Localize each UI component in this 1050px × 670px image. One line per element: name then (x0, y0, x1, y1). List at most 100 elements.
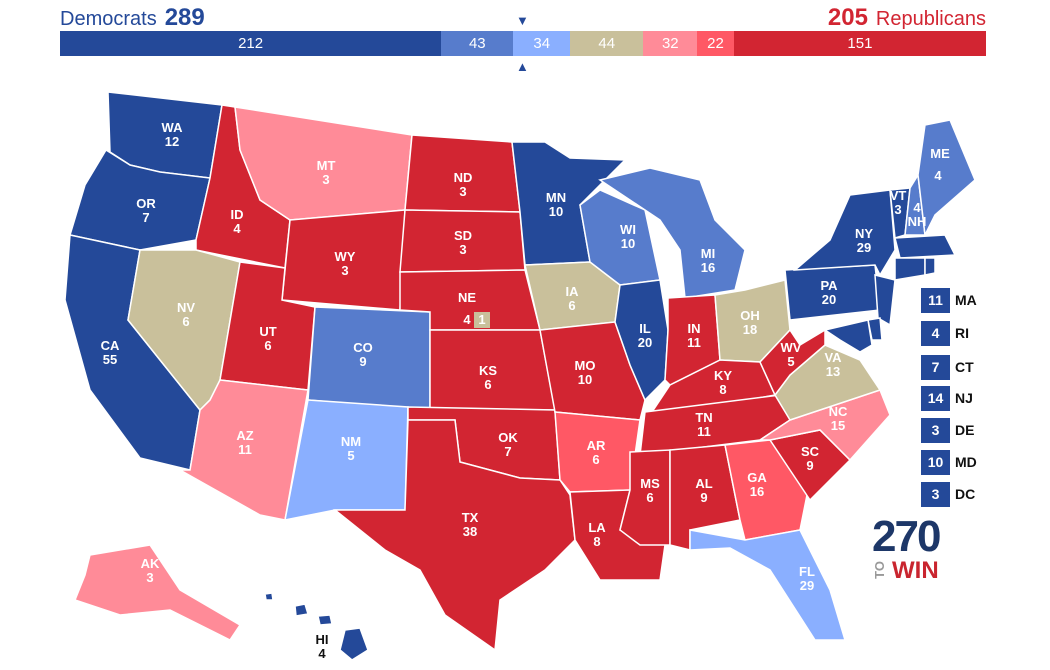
label-mi-abbr: MI (701, 246, 715, 261)
label-nm-ev: 5 (347, 448, 354, 463)
state-me[interactable] (917, 119, 976, 238)
label-nc-ev: 15 (831, 418, 845, 433)
small-state-ma-ev[interactable]: 11 (921, 288, 950, 313)
label-or-abbr: OR (136, 196, 156, 211)
label-ks-ev: 6 (484, 377, 491, 392)
state-hi-2[interactable] (294, 603, 309, 617)
label-vt-abbr: VT (890, 188, 907, 203)
label-nc-abbr: NC (829, 404, 848, 419)
label-pa-abbr: PA (820, 278, 838, 293)
label-wa-abbr: WA (162, 120, 184, 135)
bar-safe-dem[interactable]: 212 (60, 31, 442, 56)
label-la-abbr: LA (588, 520, 606, 535)
label-ak-ev: 3 (146, 570, 153, 585)
small-state-ct-label: CT (955, 359, 974, 375)
label-il-ev: 20 (638, 335, 652, 350)
small-state-ma-label: MA (955, 292, 977, 308)
label-fl-abbr: FL (799, 564, 815, 579)
label-la-ev: 8 (593, 534, 600, 549)
bar-safe-rep[interactable]: 151 (733, 31, 987, 56)
state-ri[interactable] (924, 257, 936, 276)
label-wi-abbr: WI (620, 222, 636, 237)
label-ne-cd-ev: 1 (478, 312, 485, 327)
small-state-dc-ev[interactable]: 3 (921, 482, 950, 507)
label-nv-ev: 6 (182, 314, 189, 329)
270towin-logo[interactable]: 270 TO WIN (872, 512, 941, 585)
label-tx-ev: 38 (463, 524, 477, 539)
bar-lean-dem[interactable]: 34 (513, 31, 571, 56)
label-tx-abbr: TX (462, 510, 479, 525)
state-hi-3[interactable] (317, 614, 333, 626)
label-va-abbr: VA (824, 350, 842, 365)
bar-tossup[interactable]: 44 (570, 31, 644, 56)
label-nh-ev: 4 (913, 200, 921, 215)
small-state-nj-ev[interactable]: 14 (921, 386, 950, 411)
bar-likely-rep[interactable]: 22 (697, 31, 734, 56)
small-state-ri-ev[interactable]: 4 (921, 321, 950, 346)
state-co[interactable] (307, 306, 431, 411)
label-wv-abbr: WV (781, 340, 802, 355)
state-ak[interactable] (74, 544, 242, 641)
dem-count: 289 (164, 4, 205, 31)
small-state-ct-ev[interactable]: 7 (921, 355, 950, 380)
bar-likely-dem[interactable]: 43 (441, 31, 514, 56)
label-ak-abbr: AK (141, 556, 160, 571)
small-state-ri-label: RI (955, 325, 969, 341)
logo-to: TO (872, 561, 887, 579)
small-state-de-ev[interactable]: 3 (921, 418, 950, 443)
label-ne-ev: 4 (463, 312, 471, 327)
label-nm-abbr: NM (341, 434, 361, 449)
label-or-ev: 7 (142, 210, 149, 225)
label-sc-abbr: SC (801, 444, 820, 459)
midpoint-down-arrow-icon: ▼ (516, 13, 529, 28)
label-co-abbr: CO (353, 340, 373, 355)
ne-district-box[interactable] (474, 312, 490, 328)
state-fl[interactable] (689, 529, 847, 641)
state-hi-1[interactable] (339, 627, 369, 661)
republicans-total: 205 Republicans (828, 4, 986, 32)
state-labels: WA 12 OR 7 CA 55 ID 4 NV 6 MT 3 WY 3 UT … (101, 120, 950, 661)
label-co-ev: 9 (359, 354, 366, 369)
logo-number: 270 (872, 512, 941, 561)
label-wi-ev: 10 (621, 236, 635, 251)
label-ca-abbr: CA (101, 338, 120, 353)
electoral-vote-bar: 212 43 34 44 32 22 151 (60, 31, 987, 56)
state-hi-4[interactable] (264, 592, 274, 601)
bar-lean-rep[interactable]: 32 (643, 31, 698, 56)
label-me-ev: 4 (934, 168, 942, 183)
label-sd-ev: 3 (459, 242, 466, 257)
state-wv[interactable] (759, 328, 826, 397)
label-in-ev: 11 (687, 335, 701, 350)
label-nh-abbr: NH (908, 214, 927, 229)
label-pa-ev: 20 (822, 292, 836, 307)
label-oh-ev: 18 (743, 322, 757, 337)
state-ct[interactable] (894, 257, 926, 281)
democrats-total: Democrats 289 (60, 4, 205, 32)
state-ma[interactable] (894, 234, 957, 259)
label-wa-ev: 12 (165, 134, 179, 149)
state-az[interactable] (177, 379, 309, 521)
state-nj[interactable] (874, 274, 896, 327)
label-ga-abbr: GA (747, 470, 767, 485)
label-al-abbr: AL (695, 476, 712, 491)
state-md[interactable] (823, 319, 873, 353)
label-id-ev: 4 (233, 221, 241, 236)
label-wy-abbr: WY (335, 249, 356, 264)
label-fl-ev: 29 (800, 578, 814, 593)
state-tx[interactable] (332, 419, 576, 652)
small-state-md-ev[interactable]: 10 (921, 450, 950, 475)
label-nd-ev: 3 (459, 184, 466, 199)
label-hi-ev: 4 (318, 646, 326, 661)
small-state-dc-label: DC (955, 486, 976, 502)
state-ny[interactable] (792, 189, 896, 277)
label-ia-ev: 6 (568, 298, 575, 313)
label-hi-abbr: HI (316, 632, 329, 647)
state-il[interactable] (614, 279, 669, 402)
label-va-ev: 13 (826, 364, 840, 379)
label-wv-ev: 5 (787, 354, 794, 369)
state-mi[interactable] (598, 167, 746, 299)
label-nd-abbr: ND (454, 170, 473, 185)
label-ks-abbr: KS (479, 363, 497, 378)
label-ny-abbr: NY (855, 226, 873, 241)
